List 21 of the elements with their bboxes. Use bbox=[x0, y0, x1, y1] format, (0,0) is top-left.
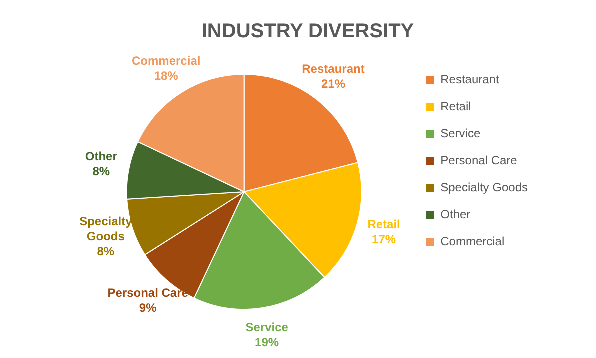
legend-label: Personal Care bbox=[440, 153, 518, 168]
legend-label: Restaurant bbox=[440, 72, 500, 86]
data-label: 21% bbox=[321, 76, 346, 91]
slice-label: Service bbox=[246, 320, 289, 335]
slice-label: Commercial bbox=[132, 54, 201, 68]
data-label: 8% bbox=[97, 244, 115, 258]
slice-label: Specialty Goods bbox=[80, 214, 133, 244]
data-label: 18% bbox=[154, 68, 179, 83]
legend-label: Service bbox=[440, 126, 481, 140]
legend-label: Commercial bbox=[440, 234, 505, 248]
slice-label: Restaurant bbox=[302, 62, 365, 76]
slice-label: Other bbox=[85, 150, 118, 164]
chart-title: INDUSTRY DIVERSITY bbox=[202, 20, 415, 43]
data-label: 8% bbox=[92, 164, 110, 179]
slice-label: Retail bbox=[368, 217, 400, 232]
data-label: 9% bbox=[139, 300, 158, 315]
legend-label: Other bbox=[440, 207, 471, 222]
data-label: 17% bbox=[372, 232, 396, 246]
legend-label: Retail bbox=[440, 99, 472, 114]
legend-label: Specialty Goods bbox=[440, 180, 528, 194]
data-label: 19% bbox=[255, 336, 280, 350]
